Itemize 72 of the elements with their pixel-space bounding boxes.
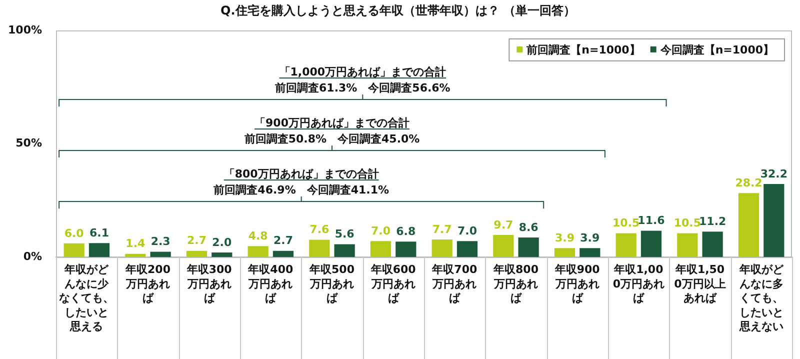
bar [580, 248, 600, 257]
annotation: 前回調査61.3% 今回調査56.6% [274, 82, 450, 95]
data-label: 7.7 [432, 222, 452, 236]
data-label: 6.1 [89, 226, 109, 240]
data-label: 2.0 [212, 236, 232, 249]
bar [64, 243, 84, 257]
data-label: 4.8 [248, 229, 268, 242]
data-label: 6.0 [64, 226, 84, 240]
bar [493, 235, 514, 257]
y-tick-label: 0% [23, 250, 42, 263]
x-tick-label: 年収がどんなに多くても、したいと思えない [738, 263, 784, 334]
bar [272, 250, 294, 257]
annotation: 前回調査46.9% 今回調査41.1% [212, 183, 389, 196]
data-label: 2.7 [187, 234, 207, 248]
bar [616, 233, 636, 257]
x-tick-label: 年収200万円あれば [124, 263, 171, 305]
bar [764, 184, 784, 257]
data-label: 6.8 [396, 224, 416, 238]
x-tick-label: 年収1,000万円あれば [612, 263, 664, 305]
annotation: 「1,000万円あれば」までの合計 [279, 66, 446, 79]
bar [702, 232, 723, 257]
bar [212, 252, 232, 257]
y-tick-label: 50% [16, 136, 42, 150]
data-label: 7.6 [310, 223, 330, 236]
data-label: 10.5 [612, 216, 640, 230]
data-label: 7.0 [371, 224, 391, 238]
data-label: 2.7 [273, 234, 293, 248]
x-tick-label: 年収がどんなに少なくても、したいと思える [59, 263, 114, 334]
data-label: 11.6 [638, 214, 666, 228]
bar [456, 241, 478, 257]
x-tick-label: 年収400万円あれば [247, 263, 294, 305]
legend-label: 前回調査【n=1000】 [526, 43, 640, 56]
data-label: 11.2 [699, 214, 726, 228]
x-tick-label: 年収600万円あれば [370, 263, 416, 305]
data-label: 3.9 [555, 232, 575, 245]
bar [677, 233, 698, 257]
annotation: 「900万円あれば」までの合計 [254, 116, 410, 130]
data-label: 3.9 [580, 232, 600, 245]
data-label: 28.2 [735, 176, 762, 190]
y-tick-label: 100% [8, 23, 42, 36]
x-tick-label: 年収1,500万円以上あれば [674, 263, 726, 305]
bar [186, 250, 208, 257]
data-label: 2.3 [150, 235, 170, 248]
bar [370, 241, 392, 257]
data-label: 5.6 [334, 228, 355, 241]
bar [432, 240, 452, 257]
bar [248, 246, 268, 257]
x-tick-label: 年収300万円あれば [186, 263, 232, 305]
bar [125, 254, 146, 257]
chart-title: Q.住宅を購入しようと思える年収（世帯年収）は？ （単一回答） [220, 3, 576, 18]
annotation: 「800万円あれば」までの合計 [224, 167, 379, 180]
x-tick-label: 年収800万円あれば [492, 263, 539, 305]
bar [334, 244, 355, 257]
bar [554, 248, 576, 257]
data-label: 9.7 [494, 218, 514, 232]
data-label: 1.4 [126, 237, 146, 250]
data-label: 7.0 [457, 224, 478, 238]
bar [309, 240, 330, 257]
x-tick-label: 年収700万円あれば [431, 263, 478, 305]
data-label: 32.2 [760, 167, 788, 180]
bar [150, 252, 171, 257]
annotation: 前回調査50.8% 今回調査45.0% [243, 132, 420, 146]
data-label: 10.5 [674, 216, 701, 230]
bar [738, 193, 760, 257]
bar [396, 242, 416, 257]
x-tick-label: 年収500万円あれば [308, 263, 355, 305]
x-tick-label: 年収900万円あれば [554, 263, 600, 305]
bar [518, 238, 539, 257]
bar [640, 230, 662, 257]
legend-label: 今回調査【n=1000】 [659, 43, 774, 56]
data-label: 8.6 [518, 220, 539, 234]
bar [88, 243, 110, 257]
